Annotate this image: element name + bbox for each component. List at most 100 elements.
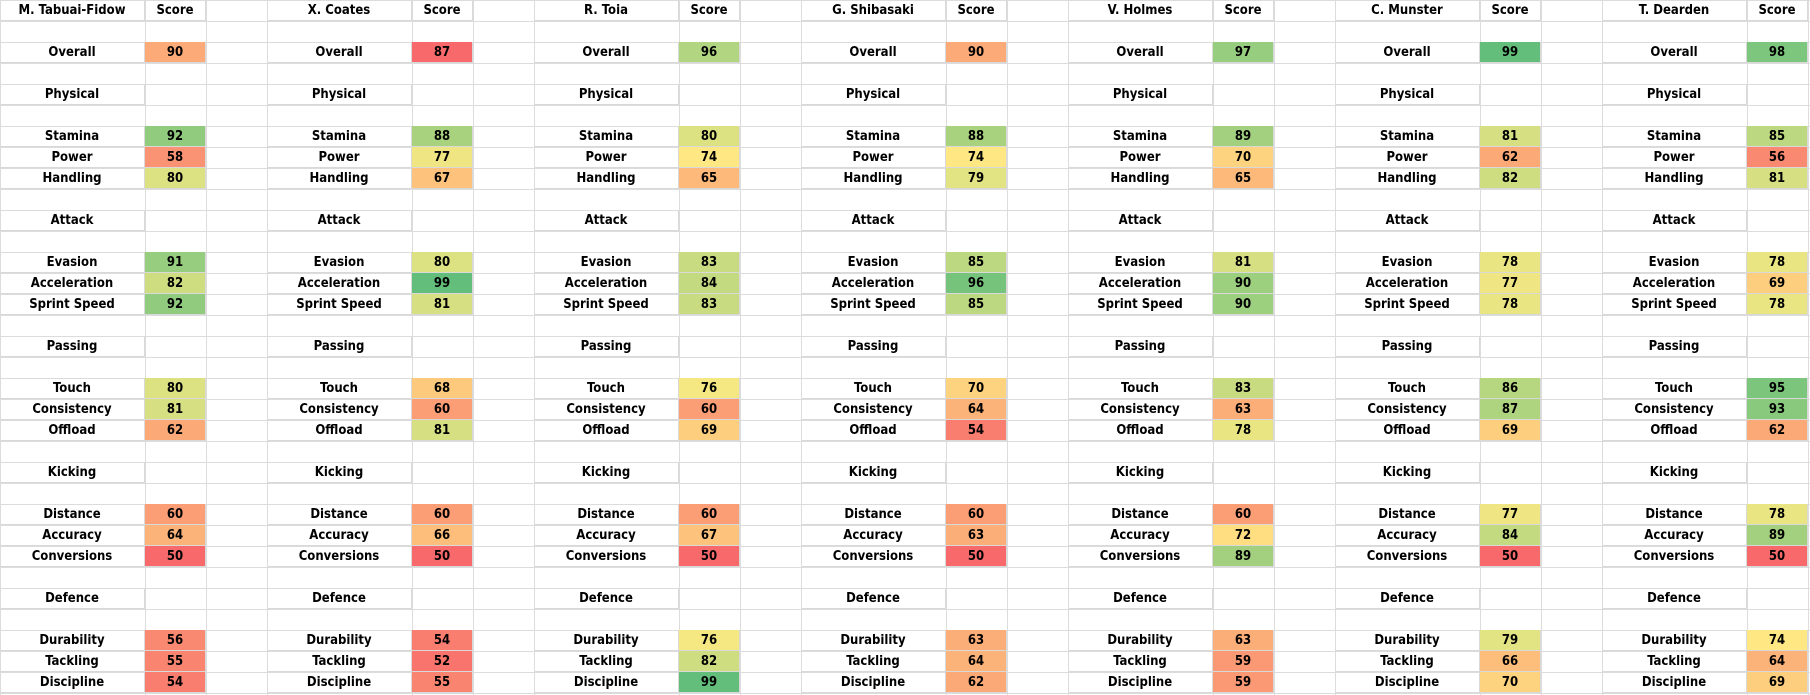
- section-title[interactable]: Passing: [1602, 336, 1747, 357]
- stat-label[interactable]: Handling: [801, 168, 946, 189]
- overall-label[interactable]: Overall: [267, 42, 412, 63]
- stat-label[interactable]: Distance: [267, 504, 412, 525]
- score-header[interactable]: Score: [1213, 0, 1274, 21]
- stat-label[interactable]: Evasion: [534, 252, 679, 273]
- stat-label[interactable]: Accuracy: [267, 525, 412, 546]
- stat-score[interactable]: 63: [1213, 399, 1274, 420]
- section-title[interactable]: Physical: [1602, 84, 1747, 105]
- stat-score[interactable]: 74: [679, 147, 740, 168]
- stat-label[interactable]: Discipline: [267, 672, 412, 693]
- stat-label[interactable]: Conversions: [1335, 546, 1480, 567]
- stat-score[interactable]: 81: [412, 420, 473, 441]
- stat-score[interactable]: 78: [1747, 294, 1808, 315]
- stat-label[interactable]: Stamina: [267, 126, 412, 147]
- stat-label[interactable]: Discipline: [0, 672, 145, 693]
- stat-score[interactable]: 59: [1213, 672, 1274, 693]
- stat-score[interactable]: 60: [946, 504, 1007, 525]
- stat-label[interactable]: Handling: [0, 168, 145, 189]
- section-title[interactable]: Passing: [534, 336, 679, 357]
- section-title[interactable]: Kicking: [1602, 462, 1747, 483]
- stat-label[interactable]: Consistency: [1335, 399, 1480, 420]
- stat-label[interactable]: Durability: [0, 630, 145, 651]
- overall-label[interactable]: Overall: [1068, 42, 1213, 63]
- stat-label[interactable]: Durability: [534, 630, 679, 651]
- stat-score[interactable]: 89: [1213, 126, 1274, 147]
- score-header[interactable]: Score: [1480, 0, 1541, 21]
- stat-score[interactable]: 85: [946, 294, 1007, 315]
- stat-score[interactable]: 56: [145, 630, 206, 651]
- stat-score[interactable]: 50: [679, 546, 740, 567]
- section-title[interactable]: Physical: [801, 84, 946, 105]
- stat-score[interactable]: 62: [1747, 420, 1808, 441]
- stat-score[interactable]: 85: [946, 252, 1007, 273]
- stat-score[interactable]: 66: [1480, 651, 1541, 672]
- stat-label[interactable]: Accuracy: [0, 525, 145, 546]
- stat-score[interactable]: 78: [1480, 252, 1541, 273]
- stat-label[interactable]: Evasion: [1068, 252, 1213, 273]
- section-title[interactable]: Kicking: [267, 462, 412, 483]
- overall-label[interactable]: Overall: [1335, 42, 1480, 63]
- overall-label[interactable]: Overall: [534, 42, 679, 63]
- stat-score[interactable]: 76: [679, 630, 740, 651]
- stat-label[interactable]: Durability: [1335, 630, 1480, 651]
- section-title[interactable]: Defence: [1602, 588, 1747, 609]
- stat-label[interactable]: Acceleration: [267, 273, 412, 294]
- stat-label[interactable]: Stamina: [534, 126, 679, 147]
- stat-score[interactable]: 60: [1213, 504, 1274, 525]
- overall-label[interactable]: Overall: [1602, 42, 1747, 63]
- stat-score[interactable]: 63: [946, 630, 1007, 651]
- stat-label[interactable]: Evasion: [1602, 252, 1747, 273]
- stat-label[interactable]: Power: [0, 147, 145, 168]
- stat-label[interactable]: Tackling: [1335, 651, 1480, 672]
- stat-score[interactable]: 62: [1480, 147, 1541, 168]
- stat-score[interactable]: 99: [412, 273, 473, 294]
- stat-score[interactable]: 55: [412, 672, 473, 693]
- stat-label[interactable]: Handling: [1602, 168, 1747, 189]
- section-title[interactable]: Passing: [1335, 336, 1480, 357]
- player-name[interactable]: C. Munster: [1335, 0, 1480, 21]
- stat-label[interactable]: Power: [1068, 147, 1213, 168]
- stat-score[interactable]: 92: [145, 126, 206, 147]
- stat-score[interactable]: 77: [412, 147, 473, 168]
- section-title[interactable]: Passing: [0, 336, 145, 357]
- stat-score[interactable]: 93: [1747, 399, 1808, 420]
- stat-score[interactable]: 83: [1213, 378, 1274, 399]
- stat-label[interactable]: Discipline: [1602, 672, 1747, 693]
- stat-label[interactable]: Durability: [1602, 630, 1747, 651]
- stat-label[interactable]: Tackling: [534, 651, 679, 672]
- stat-score[interactable]: 76: [679, 378, 740, 399]
- stat-label[interactable]: Distance: [0, 504, 145, 525]
- stat-score[interactable]: 60: [679, 399, 740, 420]
- stat-score[interactable]: 67: [412, 168, 473, 189]
- stat-score[interactable]: 87: [1480, 399, 1541, 420]
- stat-label[interactable]: Distance: [1602, 504, 1747, 525]
- stat-label[interactable]: Tackling: [801, 651, 946, 672]
- section-title[interactable]: Physical: [267, 84, 412, 105]
- stat-label[interactable]: Distance: [534, 504, 679, 525]
- stat-label[interactable]: Sprint Speed: [1335, 294, 1480, 315]
- stat-score[interactable]: 66: [412, 525, 473, 546]
- overall-score[interactable]: 90: [946, 42, 1007, 63]
- player-name[interactable]: M. Tabuai-Fidow: [0, 0, 145, 21]
- stat-score[interactable]: 63: [1213, 630, 1274, 651]
- stat-label[interactable]: Stamina: [1068, 126, 1213, 147]
- stat-score[interactable]: 69: [1747, 273, 1808, 294]
- score-header[interactable]: Score: [679, 0, 740, 21]
- section-title[interactable]: Kicking: [801, 462, 946, 483]
- overall-score[interactable]: 90: [145, 42, 206, 63]
- stat-label[interactable]: Acceleration: [801, 273, 946, 294]
- stat-score[interactable]: 79: [946, 168, 1007, 189]
- stat-score[interactable]: 54: [946, 420, 1007, 441]
- section-title[interactable]: Attack: [1602, 210, 1747, 231]
- stat-score[interactable]: 81: [145, 399, 206, 420]
- section-title[interactable]: Passing: [801, 336, 946, 357]
- stat-label[interactable]: Handling: [1068, 168, 1213, 189]
- stat-score[interactable]: 50: [412, 546, 473, 567]
- stat-score[interactable]: 50: [145, 546, 206, 567]
- stat-label[interactable]: Durability: [1068, 630, 1213, 651]
- stat-score[interactable]: 80: [145, 378, 206, 399]
- stat-score[interactable]: 81: [412, 294, 473, 315]
- stat-label[interactable]: Touch: [267, 378, 412, 399]
- stat-label[interactable]: Offload: [0, 420, 145, 441]
- stat-score[interactable]: 70: [946, 378, 1007, 399]
